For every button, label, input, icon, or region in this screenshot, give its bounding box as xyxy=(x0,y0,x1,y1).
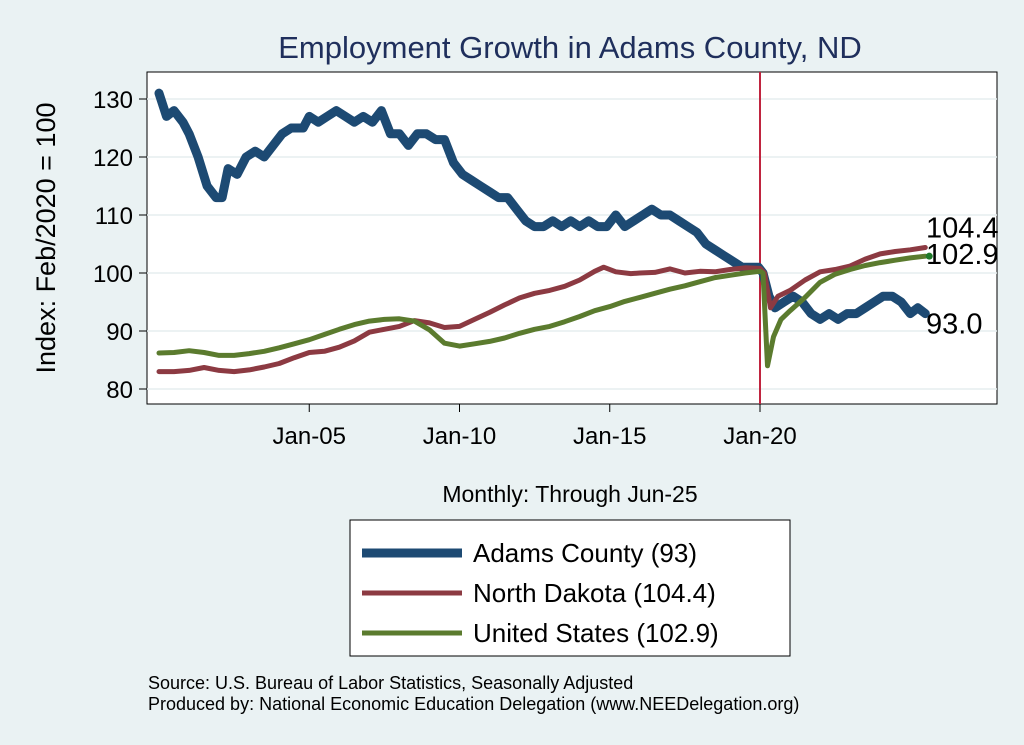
x-tick-label: Jan-05 xyxy=(273,423,346,450)
y-tick-label: 110 xyxy=(95,203,133,230)
y-axis: 80 90 100 110 120 130 xyxy=(93,87,147,404)
source-note: Source: U.S. Bureau of Labor Statistics,… xyxy=(148,673,633,693)
series-group xyxy=(154,88,933,375)
end-label: 104.4 xyxy=(926,212,999,244)
x-axis: Jan-05 Jan-10 Jan-15 Jan-20 xyxy=(273,404,797,450)
end-label: 102.9 xyxy=(926,239,999,271)
producer-note: Produced by: National Economic Education… xyxy=(148,694,799,714)
grid-lines xyxy=(147,98,997,390)
x-tick-label: Jan-10 xyxy=(423,423,496,450)
series-end-marker xyxy=(925,252,933,260)
end-label: 93.0 xyxy=(926,309,982,341)
series-line-0 xyxy=(154,88,930,324)
series-line-2 xyxy=(156,253,928,369)
x-tick-label: Jan-15 xyxy=(573,423,646,450)
y-tick-label: 90 xyxy=(106,319,133,346)
y-tick-label: 100 xyxy=(93,261,133,288)
legend-label: Adams County (93) xyxy=(473,538,697,568)
chart-title: Employment Growth in Adams County, ND xyxy=(278,30,861,65)
plot-area xyxy=(146,71,998,405)
y-tick-label: 130 xyxy=(93,87,133,114)
series-line-1 xyxy=(156,245,928,375)
x-axis-note: Monthly: Through Jun-25 xyxy=(442,481,697,507)
legend-label: United States (102.9) xyxy=(473,618,719,648)
y-tick-label: 80 xyxy=(106,377,133,404)
x-tick-label: Jan-20 xyxy=(723,423,796,450)
legend-label: North Dakota (104.4) xyxy=(473,578,716,608)
y-axis-label: Index: Feb/2020 = 100 xyxy=(31,103,61,374)
y-tick-label: 120 xyxy=(93,145,133,172)
legend: Adams County (93) North Dakota (104.4) Uni… xyxy=(362,538,719,648)
